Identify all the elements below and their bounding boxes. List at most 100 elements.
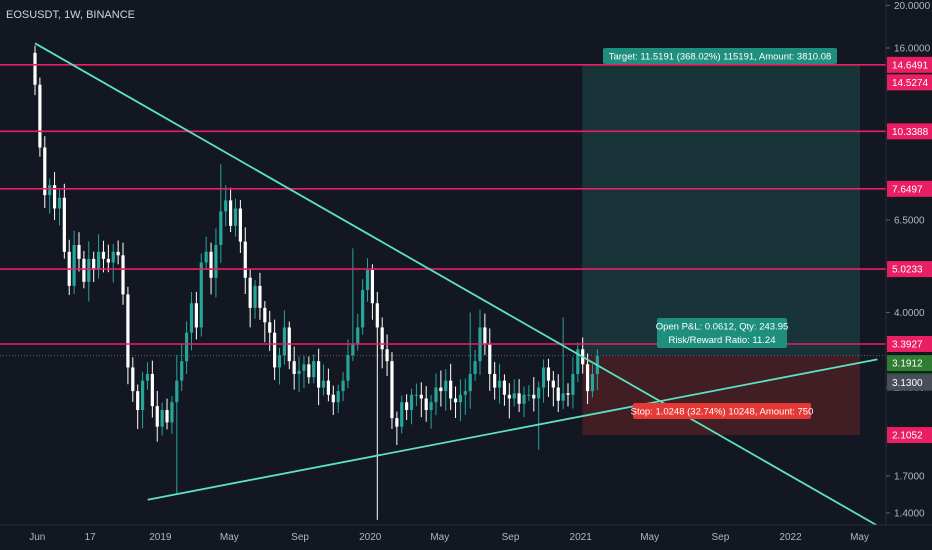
- candle-body: [361, 290, 365, 328]
- candle-body: [292, 361, 296, 374]
- candle-body: [326, 380, 330, 395]
- candle-body: [380, 327, 384, 350]
- candle-body: [165, 410, 169, 423]
- candle-body: [43, 147, 47, 196]
- candle-body: [277, 355, 282, 368]
- target-zone: [582, 64, 860, 356]
- candle-body: [106, 258, 110, 263]
- candle-body: [155, 406, 159, 427]
- candle-body: [405, 402, 409, 411]
- candle-body: [243, 241, 247, 278]
- stop-label-bg: [633, 403, 811, 419]
- time-tick-label: 17: [85, 532, 97, 543]
- candle-body: [370, 269, 375, 304]
- level-label-7-6497: 7.6497: [892, 184, 923, 195]
- candle-body: [336, 391, 340, 403]
- time-tick-label: 2019: [149, 532, 172, 543]
- candle-body: [395, 418, 399, 427]
- time-axis[interactable]: [0, 525, 932, 550]
- candle-body: [121, 255, 125, 295]
- level-label-3-3927: 3.3927: [892, 339, 923, 350]
- level-label-7-6497-bg: [887, 180, 932, 197]
- candle-body: [282, 327, 286, 356]
- candle-body: [497, 380, 502, 388]
- candle-body: [204, 251, 208, 263]
- candle-body: [150, 373, 154, 407]
- candle-body: [214, 244, 218, 278]
- candle-body: [116, 251, 120, 256]
- open-pnl-label-bg: [657, 318, 787, 348]
- level-label-5-0233-bg: [887, 261, 932, 278]
- candle-body: [365, 269, 370, 291]
- candle-body: [229, 200, 233, 226]
- candle-body: [561, 393, 565, 401]
- price-tick-label: 20.0000: [894, 1, 931, 12]
- candle-body: [439, 387, 443, 392]
- candle-body: [585, 364, 590, 392]
- candle-body: [483, 327, 487, 344]
- candle-body: [532, 394, 536, 399]
- candle-body: [209, 251, 213, 278]
- candle-body: [224, 200, 228, 212]
- candle-body: [434, 387, 438, 403]
- time-tick-label: Sep: [712, 532, 730, 543]
- candle-body: [268, 322, 272, 333]
- candle-body: [57, 197, 62, 209]
- candle-body: [400, 402, 404, 427]
- candle-body: [180, 361, 184, 381]
- time-tick-label: 2021: [570, 532, 593, 543]
- candle-body: [385, 349, 389, 362]
- time-tick-label: 2020: [359, 532, 382, 543]
- candle-body: [136, 391, 140, 411]
- candle-body: [140, 380, 145, 411]
- candle-body: [273, 332, 277, 368]
- candle-body: [302, 364, 306, 371]
- candle-body: [502, 380, 507, 395]
- candle-body: [463, 391, 467, 395]
- candle-body: [512, 393, 516, 399]
- level-label-2-1052: 2.1052: [892, 431, 923, 442]
- candle-body: [409, 394, 414, 411]
- candle-body: [590, 373, 595, 392]
- candle-body: [199, 262, 203, 328]
- time-tick-label: Jun: [29, 532, 45, 543]
- trendline[interactable]: [34, 42, 878, 527]
- candle-body: [62, 197, 66, 252]
- candle-body: [131, 367, 135, 392]
- candle-body: [263, 307, 267, 323]
- candle-body: [160, 410, 164, 427]
- time-tick-label: Sep: [291, 532, 309, 543]
- time-tick-label: May: [430, 532, 449, 543]
- candle-body: [87, 258, 91, 282]
- level-label-14-5274-bg: [887, 74, 932, 91]
- candle-body: [170, 402, 174, 423]
- candle-body: [551, 380, 555, 388]
- candle-body: [453, 398, 458, 403]
- candle-body: [194, 303, 198, 328]
- risk-reward-label: Risk/Reward Ratio: 11.24: [668, 335, 775, 346]
- candle-body: [297, 370, 301, 374]
- candle-body: [414, 394, 419, 396]
- open-pnl-label: Open P&L: 0.0612, Qty: 243.95: [656, 322, 789, 333]
- level-label-14-5274: 14.5274: [892, 78, 929, 89]
- level-label-10-3388: 10.3388: [892, 127, 929, 138]
- target-label-bg: [603, 48, 837, 64]
- candle-body: [72, 244, 76, 286]
- candle-body: [233, 208, 238, 226]
- candle-body: [488, 343, 492, 374]
- trendline[interactable]: [147, 358, 878, 501]
- trendline-price-label: 3.1300: [892, 378, 923, 389]
- candle-body: [390, 361, 394, 419]
- candle-body: [375, 303, 379, 328]
- candle-body: [546, 367, 551, 381]
- candle-body: [175, 380, 179, 403]
- price-tick-label: 1.4000: [894, 508, 925, 519]
- candle-body: [424, 398, 428, 411]
- level-label-14-6491-bg: [887, 56, 932, 73]
- time-tick-label: May: [220, 532, 239, 543]
- price-tick-label: 1.7000: [894, 471, 925, 482]
- price-tick-label: 4.0000: [894, 308, 925, 319]
- target-label: Target: 11.5191 (368.02%) 115191, Amount…: [609, 52, 832, 63]
- level-label-2-1052-bg: [887, 427, 932, 444]
